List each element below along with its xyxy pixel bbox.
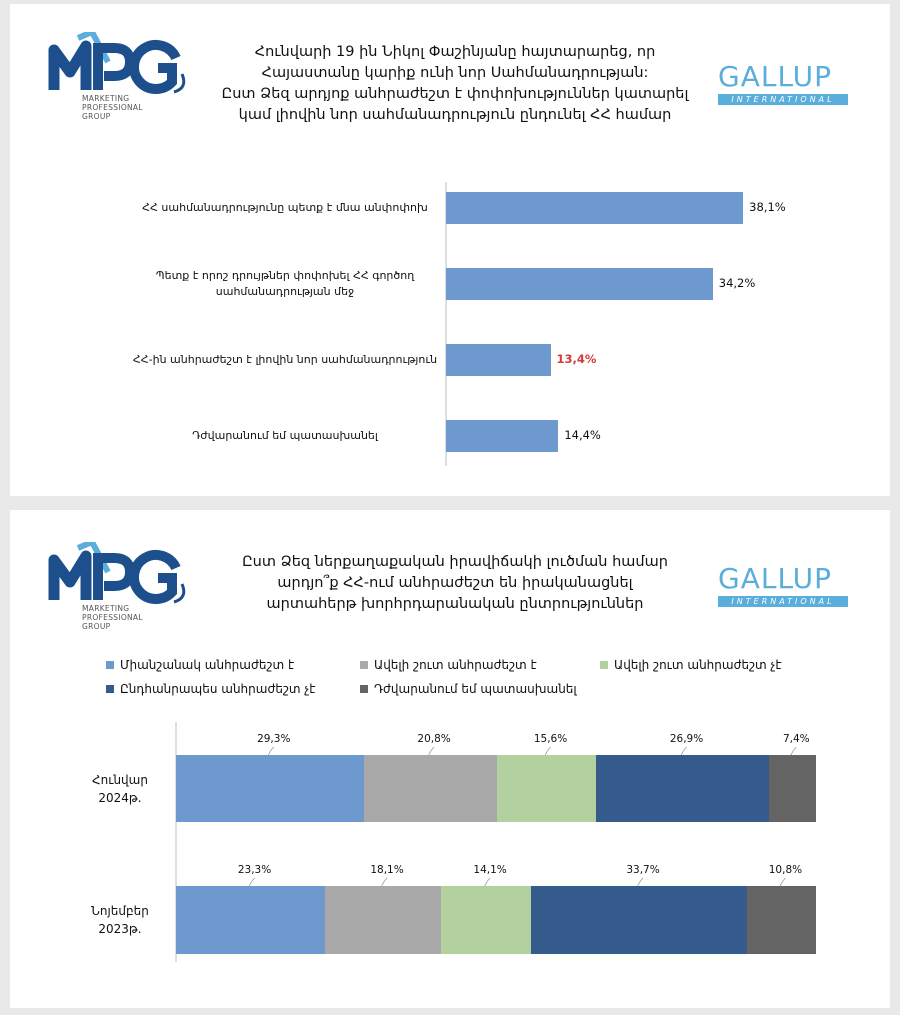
legend-swatch [600,660,608,669]
chart-title-line: արտահերթ խորհրդարանական ընտրություններ [266,596,644,612]
chart-title-line: Հայաստանը կարիք ունի նոր Սահմանադրության… [261,65,649,81]
category-label-line: 2023թ. [98,922,142,936]
chart-panel-constitution: MARKETING PROFESSIONAL GROUP GALLUP INTE… [10,4,890,496]
gallup-logo: GALLUP INTERNATIONAL [718,62,850,105]
bar-segment [325,886,441,954]
category-label: ՀՀ սահմանադրությունը պետք է մնա անփոփոխ [130,200,440,216]
data-label: 7,4% [782,733,810,745]
gallup-logo-name: GALLUP [718,562,833,595]
mpg-logo-icon [48,542,186,604]
data-label: 13,4% [556,352,597,366]
legend-item: Ավելի շուտ անհրաժեշտ է [360,658,537,672]
mpg-logo-subtitle: MARKETING PROFESSIONAL GROUP [82,94,143,121]
mpg-sub-line: MARKETING [82,94,130,103]
category-label-line: ՀՀ-ին անհրաժեշտ է լիովին նոր սահմանադրու… [132,353,438,366]
bar-segment [768,755,816,822]
bar-segment [596,755,769,822]
chart-title-line: կամ լիովին նոր սահմանադրություն ընդունել… [238,107,672,123]
category-label-line: Պետք է որոշ դրույթներ փոփոխել ՀՀ գործող [155,269,415,282]
data-label: 34,2% [718,276,756,290]
category-label-line: ՀՀ սահմանադրությունը պետք է մնա անփոփոխ [142,201,428,214]
mpg-logo: MARKETING PROFESSIONAL GROUP [48,30,208,130]
category-label: Պետք է որոշ դրույթներ փոփոխել ՀՀ գործող ս… [130,268,440,300]
bar [446,344,551,376]
data-label: 26,9% [669,733,704,745]
bar-segment [531,886,747,954]
chart-axis-layer [445,182,447,466]
legend-swatch [106,684,114,693]
bar [446,192,744,224]
bar-segment [496,755,597,822]
chart-title-line: Հունվարի 19 ին Նիկոլ Փաշինյանը հայտարարե… [254,44,656,60]
gallup-logo-sub: INTERNATIONAL [718,94,848,105]
mpg-sub-line: PROFESSIONAL [82,103,143,112]
data-label: 14,1% [473,864,507,876]
data-label: 15,6% [533,733,568,745]
legend-item: Ավելի շուտ անհրաժեշտ չէ [600,658,782,672]
chart-title-line: արդյո՞ք ՀՀ-ում անհրաժեշտ են իրականացնել [277,575,633,591]
mpg-sub-line: GROUP [82,622,111,631]
mpg-sub-line: MARKETING [82,604,130,613]
bar-segment [440,886,532,954]
category-label: Նոյեմբեր 2023թ. [70,902,170,938]
data-label: 10,8% [768,864,803,876]
data-label: 38,1% [749,200,786,214]
data-label: 23,3% [237,864,272,876]
chart-title: Հունվարի 19 ին Նիկոլ Փաշինյանը հայտարարե… [210,42,700,126]
legend-swatch [360,660,368,669]
category-label-line: Նոյեմբեր [91,904,149,918]
bar-segment [363,755,497,822]
legend-label: Ավելի շուտ անհրաժեշտ չէ [614,658,782,672]
category-label-line: Հունվար [92,772,148,787]
data-label: 33,7% [626,864,660,876]
mpg-logo: MARKETING PROFESSIONAL GROUP [48,540,208,640]
data-label: 18,1% [370,864,404,876]
bar [446,420,559,452]
mpg-logo-subtitle: MARKETING PROFESSIONAL GROUP [82,604,143,631]
legend-item: Միանշանակ անհրաժեշտ է [106,658,294,672]
legend-item: Ընդհանրապես անհրաժեշտ չէ [106,682,315,696]
gallup-logo-name: GALLUP [718,60,833,93]
data-label: 29,3% [257,733,291,745]
category-label: ՀՀ-ին անհրաժեշտ է լիովին նոր սահմանադրու… [130,352,440,368]
data-label: 20,8% [417,733,451,745]
legend-item: Դժվարանում եմ պատասխանել [360,682,577,696]
bar-segment [176,755,364,822]
legend-label: Դժվարանում եմ պատասխանել [374,682,577,696]
bar [446,268,713,300]
mpg-sub-line: GROUP [82,112,111,121]
bar-segment [176,886,326,954]
chart-title-line: Ըստ Ձեզ արդյոք անհրաժեշտ է փոփոխությունն… [221,86,689,102]
legend-swatch [106,660,114,669]
category-label-line: սահմանադրության մեջ [215,285,355,298]
legend-label: Ավելի շուտ անհրաժեշտ է [374,658,537,672]
chart-panel-elections: MARKETING PROFESSIONAL GROUP GALLUP INTE… [10,510,890,1008]
gallup-logo: GALLUP INTERNATIONAL [718,564,850,607]
bar-segment [746,886,816,954]
legend-label: Միանշանակ անհրաժեշտ է [120,658,295,672]
mpg-sub-line: PROFESSIONAL [82,613,143,622]
mpg-logo-icon [48,32,186,94]
category-label-line: 2024թ. [98,790,142,805]
chart-title-line: Ըստ Ձեզ ներքաղաքական իրավիճակի լուծման հ… [242,554,668,570]
category-label-line: Դժվարանում եմ պատասխանել [192,429,378,442]
data-label: 14,4% [564,428,601,442]
chart-title: Ըստ Ձեզ ներքաղաքական իրավիճակի լուծման հ… [220,552,690,615]
category-label: Հունվար 2024թ. [70,771,170,807]
legend-swatch [360,684,368,693]
legend-label: Ընդհանրապես անհրաժեշտ չէ [120,682,316,696]
gallup-logo-sub: INTERNATIONAL [718,596,848,607]
category-label: Դժվարանում եմ պատասխանել [130,428,440,444]
